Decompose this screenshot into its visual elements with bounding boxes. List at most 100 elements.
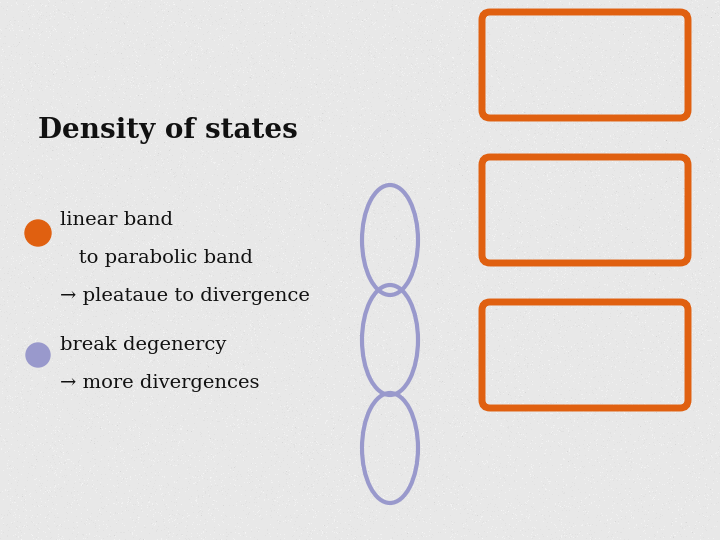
Point (572, 151, 584, 160)
Point (19, 442, 30, 451)
Point (655, 383, 667, 391)
Point (293, 256, 305, 265)
Point (516, 500, 527, 509)
Point (486, 325, 498, 334)
Point (173, 452, 184, 461)
Point (467, 342, 479, 350)
Point (393, 443, 405, 451)
Point (651, 97, 662, 105)
Point (298, 21, 310, 29)
Point (312, 414, 323, 422)
Point (464, 506, 475, 515)
Point (665, 26, 677, 35)
Point (685, 194, 697, 202)
Point (212, 312, 224, 320)
Point (427, 98, 438, 107)
Point (48, 500, 59, 508)
Point (517, 434, 528, 442)
Point (302, 489, 313, 497)
Point (58, 0, 70, 4)
Point (261, 196, 273, 205)
Point (447, 122, 459, 131)
Point (386, 458, 397, 467)
Point (482, 516, 493, 524)
Point (512, 31, 523, 40)
Point (59, 58, 71, 66)
Point (25, 252, 37, 260)
Point (262, 120, 274, 129)
Point (0, 149, 9, 158)
Point (405, 109, 417, 117)
Point (654, 271, 666, 280)
Point (513, 242, 524, 251)
Point (266, 169, 277, 178)
Point (217, 329, 228, 338)
Point (283, 348, 294, 356)
Point (622, 471, 634, 480)
Point (99, 74, 111, 83)
Point (151, 363, 163, 372)
Point (703, 421, 714, 429)
Point (263, 258, 274, 267)
Point (313, 217, 325, 226)
Point (338, 204, 349, 212)
Point (712, 367, 720, 376)
Point (243, 60, 255, 69)
Point (341, 531, 352, 539)
Point (96, 103, 108, 111)
Point (298, 400, 310, 408)
Point (371, 295, 382, 303)
Point (114, 397, 125, 406)
Point (681, 107, 693, 116)
Point (326, 440, 338, 449)
Point (70, 180, 81, 188)
Point (443, 368, 454, 377)
Point (55, 492, 67, 501)
Point (575, 195, 586, 204)
Point (169, 83, 181, 91)
Point (283, 199, 294, 207)
Point (64, 262, 76, 271)
Point (591, 273, 603, 282)
Point (450, 88, 462, 97)
Point (446, 53, 457, 62)
Point (22, 323, 34, 332)
Point (671, 128, 683, 137)
Point (87, 468, 99, 477)
Point (492, 375, 504, 384)
Point (337, 361, 348, 369)
Point (495, 302, 506, 311)
Point (174, 187, 186, 196)
Point (421, 228, 433, 237)
Point (393, 460, 405, 468)
Point (582, 305, 594, 314)
Point (114, 338, 125, 347)
Point (575, 122, 586, 131)
Point (710, 220, 720, 229)
Point (187, 80, 199, 89)
Point (651, 287, 662, 295)
Point (351, 256, 363, 265)
Point (621, 155, 633, 164)
Point (359, 153, 371, 161)
Point (50, 450, 62, 458)
Point (231, 185, 243, 194)
Point (208, 341, 220, 350)
Point (361, 424, 373, 433)
Point (429, 409, 441, 417)
Point (626, 56, 637, 64)
Point (493, 251, 505, 260)
Point (91, 199, 102, 207)
Point (22, 416, 33, 425)
Point (698, 261, 710, 269)
Point (125, 435, 136, 443)
Point (202, 481, 214, 490)
Point (634, 422, 646, 430)
Point (331, 298, 343, 306)
Point (111, 420, 122, 429)
Point (422, 264, 433, 273)
Point (134, 331, 145, 340)
Point (166, 4, 178, 12)
Point (695, 198, 706, 206)
Point (559, 117, 570, 125)
